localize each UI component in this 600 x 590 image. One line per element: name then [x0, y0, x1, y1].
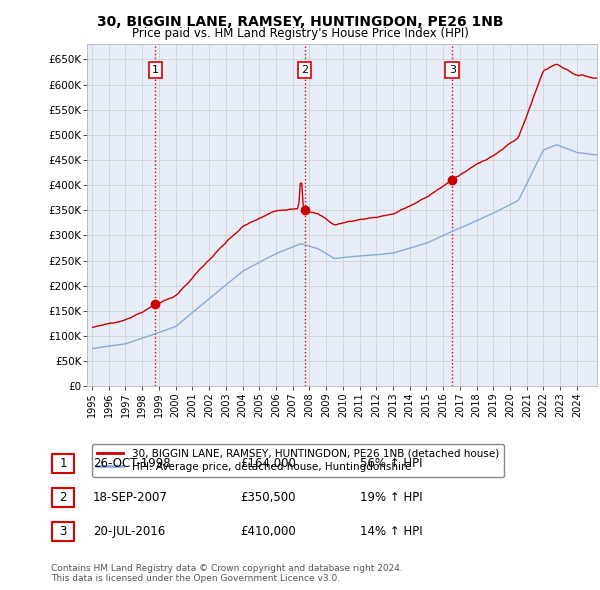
- Text: 20-JUL-2016: 20-JUL-2016: [93, 525, 165, 538]
- Text: 18-SEP-2007: 18-SEP-2007: [93, 491, 168, 504]
- Text: £164,000: £164,000: [240, 457, 296, 470]
- Text: Price paid vs. HM Land Registry's House Price Index (HPI): Price paid vs. HM Land Registry's House …: [131, 27, 469, 40]
- Text: 1: 1: [152, 65, 159, 75]
- Text: 1: 1: [59, 457, 67, 470]
- Text: 26-OCT-1998: 26-OCT-1998: [93, 457, 170, 470]
- Text: 2: 2: [59, 491, 67, 504]
- Text: 3: 3: [59, 525, 67, 538]
- Text: 19% ↑ HPI: 19% ↑ HPI: [360, 491, 422, 504]
- Text: 30, BIGGIN LANE, RAMSEY, HUNTINGDON, PE26 1NB: 30, BIGGIN LANE, RAMSEY, HUNTINGDON, PE2…: [97, 15, 503, 29]
- Text: £410,000: £410,000: [240, 525, 296, 538]
- Text: Contains HM Land Registry data © Crown copyright and database right 2024.
This d: Contains HM Land Registry data © Crown c…: [51, 563, 403, 583]
- Text: 56% ↑ HPI: 56% ↑ HPI: [360, 457, 422, 470]
- Text: 2: 2: [301, 65, 308, 75]
- Text: 3: 3: [449, 65, 455, 75]
- Legend: 30, BIGGIN LANE, RAMSEY, HUNTINGDON, PE26 1NB (detached house), HPI: Average pri: 30, BIGGIN LANE, RAMSEY, HUNTINGDON, PE2…: [92, 444, 504, 477]
- Text: £350,500: £350,500: [240, 491, 296, 504]
- Text: 14% ↑ HPI: 14% ↑ HPI: [360, 525, 422, 538]
